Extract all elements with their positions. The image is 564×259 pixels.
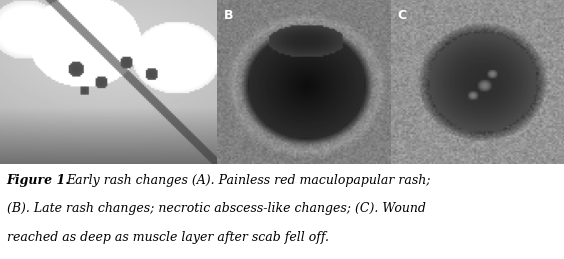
Text: Early rash changes (A). Painless red maculopapular rash;: Early rash changes (A). Painless red mac… <box>67 174 431 187</box>
Text: (B). Late rash changes; necrotic abscess-like changes; (C). Wound: (B). Late rash changes; necrotic abscess… <box>7 202 426 215</box>
Text: B: B <box>224 9 233 22</box>
Text: A: A <box>6 9 15 22</box>
Text: C: C <box>398 9 407 22</box>
Text: Figure 1.: Figure 1. <box>7 174 70 187</box>
Text: reached as deep as muscle layer after scab fell off.: reached as deep as muscle layer after sc… <box>7 231 329 244</box>
